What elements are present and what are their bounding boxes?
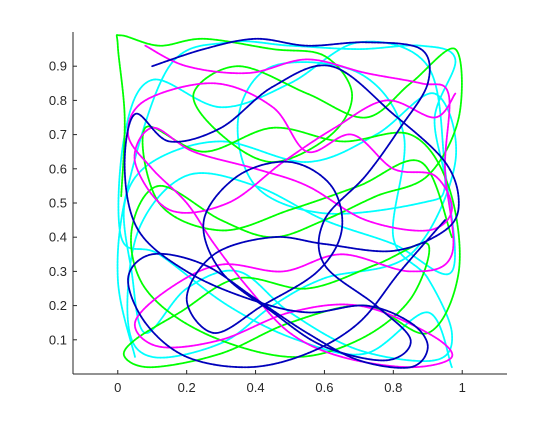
x-tick-label: 0.4	[247, 380, 265, 395]
y-tick-label: 0.6	[49, 161, 67, 176]
trace-series-1	[116, 40, 458, 369]
x-tick-label: 0.6	[315, 380, 333, 395]
y-tick-label: 0.4	[49, 230, 67, 245]
trace-series-3	[127, 44, 457, 369]
x-tick-label: 0	[114, 380, 121, 395]
trajectory-traces	[115, 34, 463, 369]
y-tick-label: 0.2	[49, 298, 67, 313]
trace-series-4	[123, 37, 460, 369]
x-tick-label: 1	[459, 380, 466, 395]
y-tick-label: 0.5	[49, 196, 67, 211]
y-axis-ticks: 0.1 0.2 0.3 0.4 0.5 0.6 0.7 0.8 0.9	[49, 59, 77, 347]
y-tick-label: 0.8	[49, 93, 67, 108]
x-axis-ticks: 0 0.2 0.4 0.6 0.8 1	[114, 370, 466, 395]
y-tick-label: 0.7	[49, 127, 67, 142]
x-tick-label: 0.2	[178, 380, 196, 395]
trace-series-2	[115, 34, 463, 369]
x-tick-label: 0.8	[384, 380, 402, 395]
y-tick-label: 0.9	[49, 59, 67, 74]
y-tick-label: 0.1	[49, 332, 67, 347]
y-tick-label: 0.3	[49, 264, 67, 279]
